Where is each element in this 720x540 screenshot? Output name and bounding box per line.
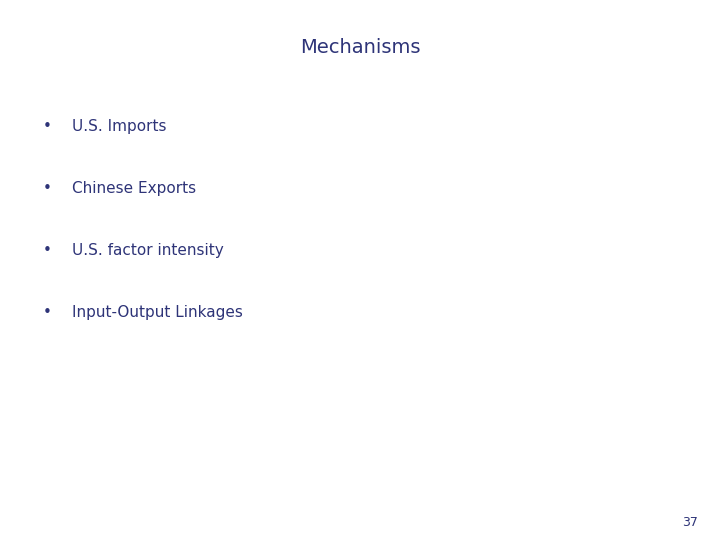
Text: •: • (42, 305, 51, 320)
Text: Chinese Exports: Chinese Exports (72, 181, 196, 196)
Text: Input-Output Linkages: Input-Output Linkages (72, 305, 243, 320)
Text: 37: 37 (683, 516, 698, 529)
Text: Mechanisms: Mechanisms (300, 38, 420, 57)
Text: U.S. Imports: U.S. Imports (72, 119, 166, 134)
Text: U.S. factor intensity: U.S. factor intensity (72, 243, 224, 258)
Text: •: • (42, 243, 51, 258)
Text: •: • (42, 181, 51, 196)
Text: •: • (42, 119, 51, 134)
